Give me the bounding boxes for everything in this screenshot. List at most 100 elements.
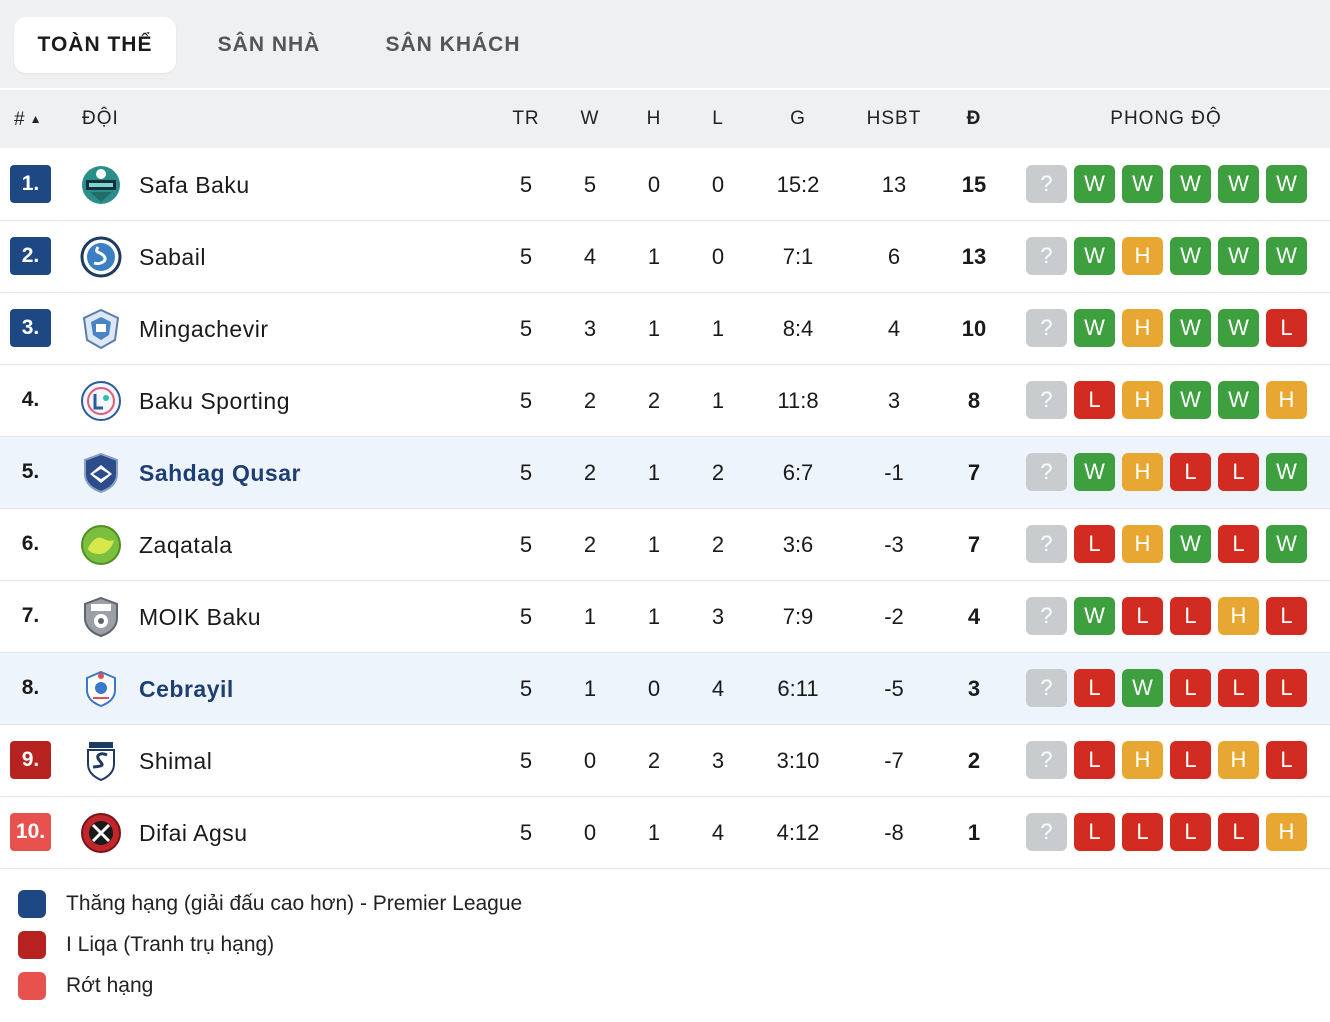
form-result-badge[interactable]: L: [1170, 597, 1211, 635]
wins-value: 3: [583, 316, 597, 341]
form-result-badge[interactable]: W: [1122, 669, 1163, 707]
form-result-badge[interactable]: L: [1122, 813, 1163, 851]
team-logo-icon[interactable]: [80, 452, 122, 494]
form-result-badge[interactable]: H: [1122, 525, 1163, 563]
tab-away[interactable]: SÂN KHÁCH: [385, 33, 521, 56]
form-upcoming-badge[interactable]: ?: [1026, 237, 1067, 275]
form-upcoming-badge[interactable]: ?: [1026, 741, 1067, 779]
team-logo-icon[interactable]: [80, 236, 122, 278]
form-result-badge[interactable]: W: [1170, 237, 1211, 275]
form-result-badge[interactable]: W: [1074, 309, 1115, 347]
team-name-link[interactable]: Safa Baku: [139, 172, 250, 198]
form-result-badge[interactable]: H: [1122, 309, 1163, 347]
team-logo-icon[interactable]: [80, 380, 122, 422]
form-result-badge[interactable]: H: [1122, 237, 1163, 275]
form-result-badge[interactable]: L: [1266, 597, 1307, 635]
form-result-badge[interactable]: W: [1074, 165, 1115, 203]
form-result-badge[interactable]: W: [1266, 165, 1307, 203]
form-result-badge[interactable]: L: [1074, 813, 1115, 851]
form-upcoming-badge[interactable]: ?: [1026, 813, 1067, 851]
team-name-link[interactable]: Shimal: [139, 748, 213, 774]
draws-value: 1: [647, 820, 661, 845]
form-upcoming-badge[interactable]: ?: [1026, 381, 1067, 419]
table-row[interactable]: 7. MOIK Baku 5 1 1 3 7:9 -2 4? W L L H L: [0, 581, 1330, 653]
team-logo-icon[interactable]: [80, 668, 122, 710]
team-name-link[interactable]: Mingachevir: [139, 316, 269, 342]
goal-diff-value: -1: [884, 460, 904, 485]
team-name-link[interactable]: MOIK Baku: [139, 604, 262, 630]
form-result-badge[interactable]: L: [1074, 525, 1115, 563]
form-result-badge[interactable]: L: [1218, 669, 1259, 707]
team-name-link[interactable]: Zaqatala: [139, 532, 233, 558]
team-logo-icon[interactable]: [80, 308, 122, 350]
form-result-badge[interactable]: L: [1122, 597, 1163, 635]
form-upcoming-badge[interactable]: ?: [1026, 525, 1067, 563]
table-row[interactable]: 3. Mingachevir 5 3 1 1 8:4 4 10? W H W W L: [0, 293, 1330, 365]
form-result-badge[interactable]: H: [1266, 381, 1307, 419]
form-upcoming-badge[interactable]: ?: [1026, 669, 1067, 707]
form-result-badge[interactable]: W: [1074, 597, 1115, 635]
form-result-badge[interactable]: L: [1266, 309, 1307, 347]
team-logo-icon[interactable]: [80, 164, 122, 206]
table-row[interactable]: 6. Zaqatala 5 2 1 2 3:6 -3 7? L H W L W: [0, 509, 1330, 581]
header-rank-sort[interactable]: # ▲: [14, 90, 42, 148]
form-result-badge[interactable]: L: [1170, 741, 1211, 779]
team-name-link[interactable]: Difai Agsu: [139, 820, 248, 846]
table-row[interactable]: 5. Sahdag Qusar 5 2 1 2 6:7 -1 7? W H L L W: [0, 437, 1330, 509]
form-result-badge[interactable]: H: [1266, 813, 1307, 851]
form-result-badge[interactable]: W: [1218, 309, 1259, 347]
form-result-badge[interactable]: L: [1074, 669, 1115, 707]
legend-swatch: [18, 931, 46, 959]
form-result-badge[interactable]: H: [1218, 597, 1259, 635]
team-name-link[interactable]: Sahdag Qusar: [139, 460, 301, 486]
form-result-badge[interactable]: L: [1266, 741, 1307, 779]
form-result-badge[interactable]: L: [1170, 813, 1211, 851]
table-row[interactable]: 4. Baku Sporting 5 2 2 1 11:8 3 8? L H W W H: [0, 365, 1330, 437]
form-upcoming-badge[interactable]: ?: [1026, 309, 1067, 347]
table-row[interactable]: 10. Difai Agsu 5 0 1 4 4:12 -8 1? L L L L H: [0, 797, 1330, 869]
form-result-badge[interactable]: W: [1074, 453, 1115, 491]
form-result-badge[interactable]: W: [1218, 381, 1259, 419]
form-result-badge[interactable]: H: [1122, 453, 1163, 491]
form-result-badge[interactable]: W: [1170, 525, 1211, 563]
form-result-badge[interactable]: W: [1074, 237, 1115, 275]
form-result-badge[interactable]: W: [1266, 525, 1307, 563]
form-result-badge[interactable]: L: [1218, 813, 1259, 851]
team-name-link[interactable]: Sabail: [139, 244, 206, 270]
table-row[interactable]: 1. Safa Baku 5 5 0 0 15:2 13 15? W W W W W: [0, 149, 1330, 221]
form-result-badge[interactable]: L: [1170, 453, 1211, 491]
team-logo-icon[interactable]: [80, 740, 122, 782]
form-result-badge[interactable]: W: [1122, 165, 1163, 203]
team-logo-icon[interactable]: [80, 596, 122, 638]
form-upcoming-badge[interactable]: ?: [1026, 453, 1067, 491]
form-result-badge[interactable]: W: [1170, 165, 1211, 203]
form-result-badge[interactable]: L: [1218, 525, 1259, 563]
form-result-badge[interactable]: L: [1170, 669, 1211, 707]
form-result-badge[interactable]: W: [1266, 453, 1307, 491]
form-result-badge[interactable]: W: [1218, 165, 1259, 203]
header-goal-diff: HSBT: [866, 108, 922, 129]
table-row[interactable]: 9. Shimal 5 0 2 3 3:10 -7 2? L H L H L: [0, 725, 1330, 797]
form-result-badge[interactable]: L: [1074, 381, 1115, 419]
form-result-badge[interactable]: H: [1122, 741, 1163, 779]
table-row[interactable]: 8. Cebrayil 5 1 0 4 6:11 -5 3? L W L L L: [0, 653, 1330, 725]
tab-overall[interactable]: TOÀN THỂ: [14, 17, 176, 73]
form-upcoming-badge[interactable]: ?: [1026, 165, 1067, 203]
team-logo-icon[interactable]: [80, 812, 122, 854]
table-row[interactable]: 2. Sabail 5 4 1 0 7:1 6 13? W H W W W: [0, 221, 1330, 293]
form-result-badge[interactable]: L: [1218, 453, 1259, 491]
wins-value: 2: [583, 388, 597, 413]
form-result-badge[interactable]: W: [1266, 237, 1307, 275]
form-result-badge[interactable]: H: [1218, 741, 1259, 779]
form-result-badge[interactable]: L: [1074, 741, 1115, 779]
form-result-badge[interactable]: L: [1266, 669, 1307, 707]
team-name-link[interactable]: Cebrayil: [139, 676, 234, 702]
form-upcoming-badge[interactable]: ?: [1026, 597, 1067, 635]
team-name-link[interactable]: Baku Sporting: [139, 388, 290, 414]
form-result-badge[interactable]: W: [1170, 381, 1211, 419]
tab-home[interactable]: SÂN NHÀ: [217, 33, 321, 56]
form-result-badge[interactable]: W: [1218, 237, 1259, 275]
form-result-badge[interactable]: H: [1122, 381, 1163, 419]
team-logo-icon[interactable]: [80, 524, 122, 566]
form-result-badge[interactable]: W: [1170, 309, 1211, 347]
